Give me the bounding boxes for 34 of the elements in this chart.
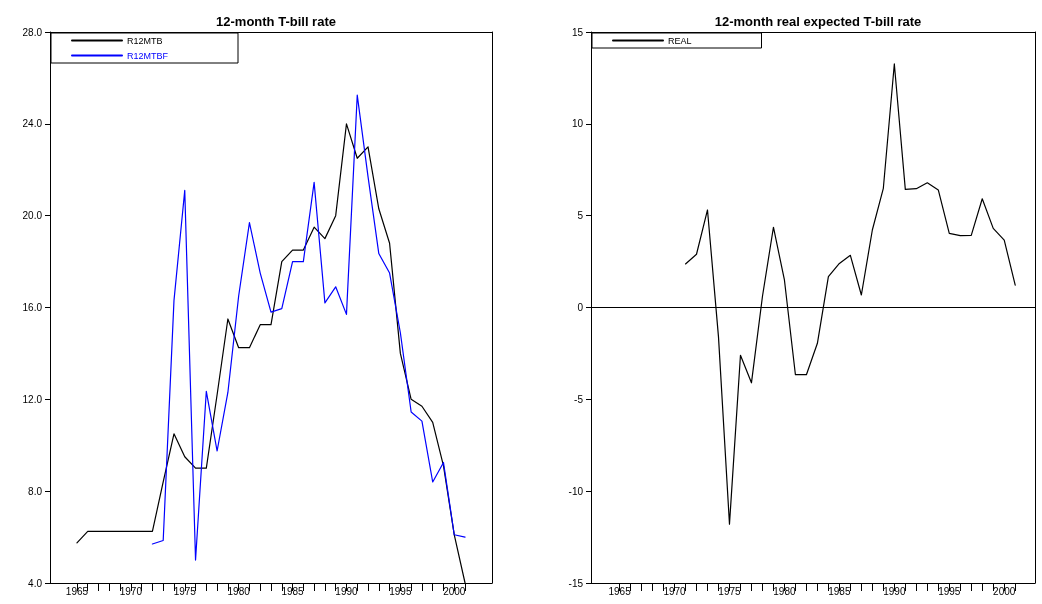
x-tick-label: 1990 bbox=[335, 585, 359, 597]
chart-title: 12-month T-bill rate bbox=[216, 14, 336, 29]
y-tick-label: -10 bbox=[568, 485, 584, 497]
x-tick-label: 1965 bbox=[65, 585, 89, 597]
y-tick-label: 24.0 bbox=[22, 118, 43, 130]
x-tick-label: 1985 bbox=[828, 585, 851, 597]
text: R12MTB bbox=[127, 35, 163, 46]
x-tick-label: 1970 bbox=[663, 585, 687, 597]
x-tick-label: 1990 bbox=[883, 585, 906, 597]
x-tick-label: 1975 bbox=[718, 585, 742, 597]
x-tick-label: 1980 bbox=[227, 585, 251, 597]
x-tick-label: 1965 bbox=[608, 585, 632, 597]
y-tick-label: -15 bbox=[568, 577, 584, 589]
y-tick-label: 4.0 bbox=[28, 577, 43, 589]
x-tick-label: 1995 bbox=[938, 585, 961, 597]
x-tick-label: 1980 bbox=[773, 585, 796, 597]
text: R12MTBF bbox=[127, 50, 169, 61]
y-tick-label: 16.0 bbox=[22, 302, 43, 313]
x-tick-label: 2000 bbox=[443, 585, 466, 597]
x-tick-label: 1985 bbox=[281, 585, 305, 597]
y-tick-label: 12.0 bbox=[22, 393, 43, 405]
x-tick-label: 1975 bbox=[173, 585, 197, 597]
y-tick-label: 0 bbox=[577, 302, 584, 313]
y-tick-label: -5 bbox=[574, 393, 584, 405]
x-tick-label: 2000 bbox=[993, 585, 1016, 597]
y-tick-label: 8.0 bbox=[28, 485, 43, 497]
y-tick-label: 20.0 bbox=[22, 210, 43, 222]
y-tick-label: 5 bbox=[577, 210, 584, 222]
x-tick-label: 1995 bbox=[389, 585, 412, 597]
y-tick-label: 28.0 bbox=[22, 26, 43, 38]
y-tick-label: 10 bbox=[571, 118, 584, 130]
y-tick-label: 15 bbox=[571, 26, 584, 38]
text: REAL bbox=[668, 35, 692, 46]
chart-title: 12-month real expected T-bill rate bbox=[714, 14, 922, 29]
